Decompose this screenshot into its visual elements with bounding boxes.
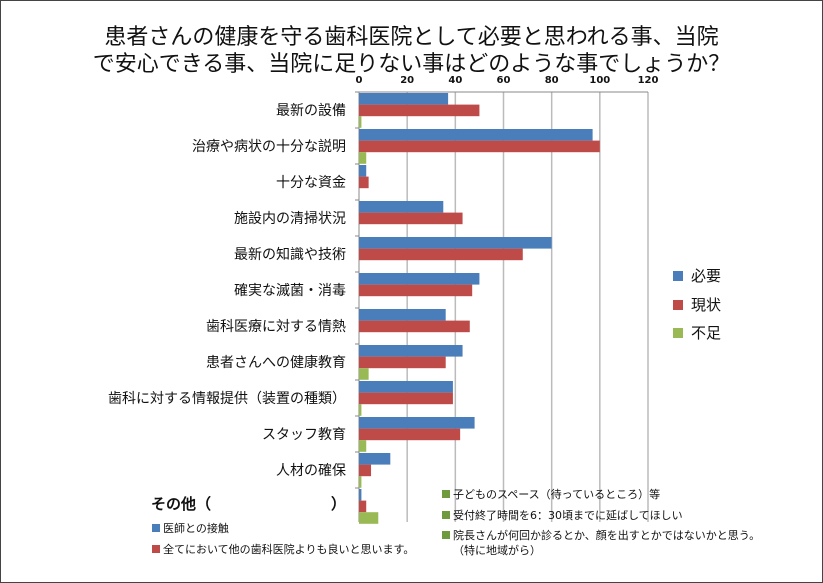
bar-need: [359, 237, 552, 249]
bar-lacking: [359, 116, 362, 128]
category-label: 最新の設備: [276, 103, 346, 119]
x-tick-label: 40: [448, 75, 463, 86]
note-text: （特に地域がら）: [453, 544, 541, 557]
bar-lacking: [359, 440, 367, 452]
x-tick-label: 100: [589, 75, 611, 86]
bar-need: [359, 345, 463, 357]
note-blue: 医師との接触: [152, 520, 229, 536]
bar-current: [359, 500, 367, 513]
bar-need: [359, 93, 449, 105]
category-label: 確実な滅菌・消毒: [234, 283, 346, 299]
category-label: スタッフ教育: [262, 427, 346, 443]
bar-current: [359, 320, 470, 333]
bar-lacking: [359, 404, 362, 416]
note-text: 全てにおいて他の歯科医院よりも良いと思います。: [163, 543, 415, 556]
category-label: 歯科医療に対する情熱: [206, 319, 346, 335]
note-text: 院長さんが何回か診るとか、顔を出すとかではないかと思う。: [453, 529, 761, 542]
x-tick-label: 20: [400, 75, 415, 86]
x-tick-label: 60: [496, 75, 511, 86]
bar-current: [359, 392, 453, 405]
bar-current: [359, 428, 461, 441]
note-text: 子どものスペース（待っているところ）等: [453, 488, 661, 501]
category-label: 施設内の清掃状況: [234, 211, 346, 227]
category-label: 歯科に対する情報提供（装置の種類）: [108, 391, 346, 407]
bar-need: [359, 417, 475, 429]
bar-lacking: [359, 512, 379, 524]
category-label: 十分な資金: [276, 175, 346, 191]
x-tick-label: 120: [637, 75, 659, 86]
note-green-4: （特に地域がら）: [453, 542, 541, 558]
bar-need: [359, 309, 446, 321]
note-text: 受付終了時間を6：30頃までに延ばしてほしい: [453, 509, 683, 522]
bar-need: [359, 273, 480, 285]
bar-lacking: [359, 368, 369, 380]
bar-current: [359, 104, 480, 117]
bar-current: [359, 176, 369, 189]
note-green-3: 院長さんが何回か診るとか、顔を出すとかではないかと思う。: [442, 527, 760, 543]
bar-need: [359, 165, 367, 177]
bar-lacking: [359, 152, 367, 164]
note-green-1: 子どものスペース（待っているところ）等: [442, 486, 660, 502]
bar-current: [359, 356, 446, 369]
bar-need: [359, 489, 362, 501]
legend-swatch: [673, 299, 683, 310]
bar-current: [359, 284, 473, 297]
legend-swatch: [673, 270, 683, 281]
bar-need: [359, 381, 453, 393]
legend-swatch: [673, 327, 683, 338]
legend-label: 不足: [691, 324, 722, 342]
bar-need: [359, 201, 444, 213]
category-label: 患者さんへの健康教育: [206, 355, 346, 371]
note-green-2: 受付終了時間を6：30頃までに延ばしてほしい: [442, 507, 683, 523]
x-tick-label: 80: [544, 75, 559, 86]
bar-need: [359, 453, 391, 465]
category-label: その他（ ）: [150, 495, 346, 513]
x-tick-label: 0: [355, 75, 363, 86]
chart-title-line-2: で安心できる事、当院に足りない事はどのような事でしょうか？: [92, 52, 731, 77]
legend-label: 必要: [691, 267, 722, 285]
legend-item-current: 現状: [673, 294, 721, 315]
legend-item-lacking: 不足: [673, 322, 721, 343]
bar-current: [359, 464, 372, 477]
category-label: 人材の確保: [276, 463, 346, 479]
bar-current: [359, 212, 463, 225]
category-label: 最新の知識や技術: [234, 247, 346, 263]
legend-label: 現状: [691, 296, 722, 314]
note-red: 全てにおいて他の歯科医院よりも良いと思います。: [152, 541, 414, 557]
category-label: 治療や病状の十分な説明: [192, 139, 346, 155]
chart-title-line-1: 患者さんの健康を守る歯科医院として必要と思われる事、当院: [104, 25, 719, 50]
note-text: 医師との接触: [163, 522, 229, 535]
bar-need: [359, 129, 593, 141]
legend-item-need: 必要: [673, 265, 721, 286]
bar-lacking: [359, 476, 362, 488]
bar-current: [359, 140, 600, 153]
bar-current: [359, 248, 523, 261]
